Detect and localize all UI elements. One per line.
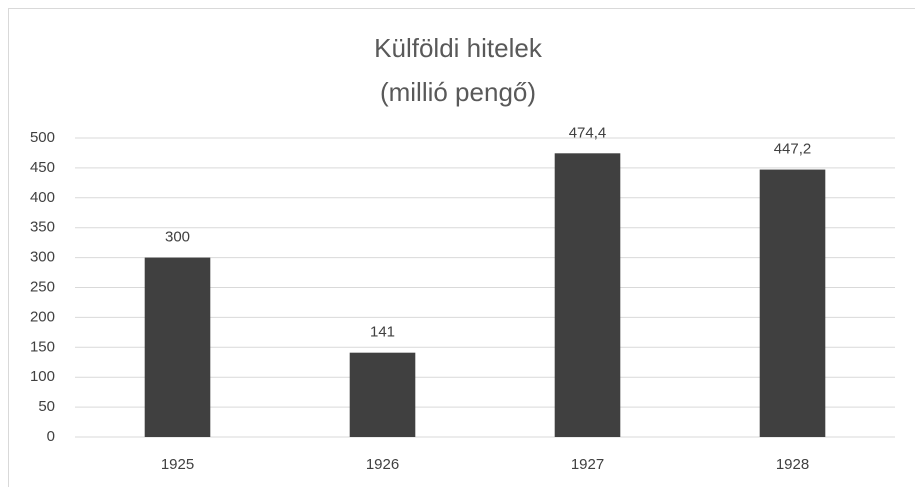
x-tick-label: 1927 xyxy=(571,456,604,473)
y-tick-label: 300 xyxy=(30,249,55,266)
y-tick-label: 0 xyxy=(47,428,55,445)
data-label: 447,2 xyxy=(774,141,812,158)
y-tick-label: 450 xyxy=(30,159,55,176)
y-tick-label: 350 xyxy=(30,219,55,236)
x-tick-label: 1928 xyxy=(776,456,809,473)
y-tick-label: 100 xyxy=(30,368,55,385)
y-tick-label: 50 xyxy=(38,398,55,415)
bar xyxy=(759,169,826,437)
chart-title: Külföldi hitelek xyxy=(374,33,543,63)
chart-border xyxy=(8,8,915,487)
bar xyxy=(554,153,621,437)
x-tick-label: 1925 xyxy=(161,456,194,473)
y-tick-label: 250 xyxy=(30,278,55,295)
bar xyxy=(349,352,416,437)
data-label: 474,4 xyxy=(569,124,607,141)
y-tick-label: 500 xyxy=(30,129,55,146)
x-tick-label: 1926 xyxy=(366,456,399,473)
y-tick-label: 150 xyxy=(30,338,55,355)
chart-subtitle: (millió pengő) xyxy=(380,77,536,107)
y-tick-label: 200 xyxy=(30,308,55,325)
bar xyxy=(144,257,211,437)
data-label: 300 xyxy=(165,229,190,246)
data-label: 141 xyxy=(370,324,395,341)
y-tick-label: 400 xyxy=(30,189,55,206)
